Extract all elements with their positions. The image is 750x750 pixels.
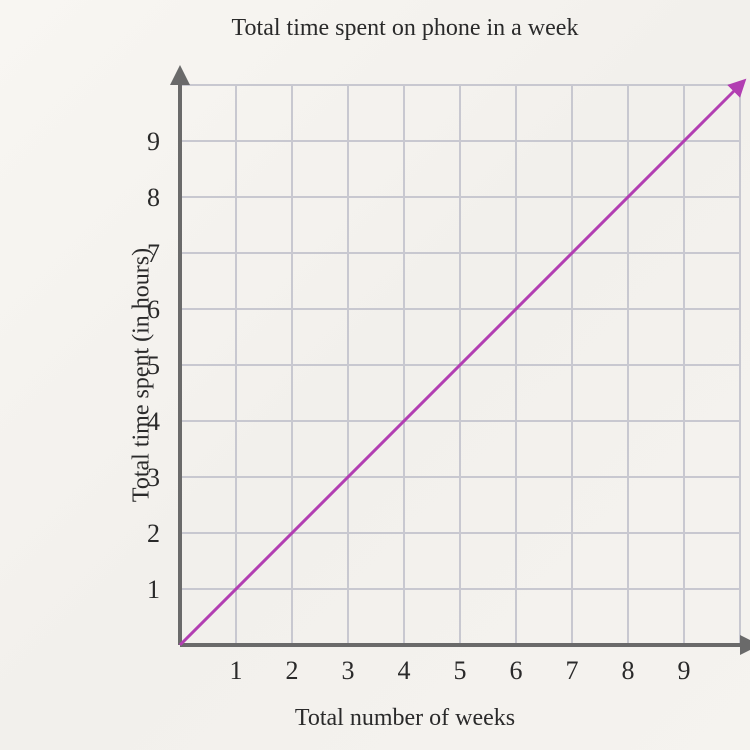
x-tick-label: 1 (230, 656, 243, 685)
y-tick-label: 5 (147, 351, 160, 380)
x-tick-label: 6 (510, 656, 523, 685)
y-tick-label: 1 (147, 575, 160, 604)
chart-title: Total time spent on phone in a week (0, 15, 750, 42)
x-axis-label: Total number of weeks (0, 705, 750, 732)
y-tick-label: 3 (147, 463, 160, 492)
x-tick-label: 5 (454, 656, 467, 685)
y-tick-label: 4 (147, 407, 160, 436)
chart-plot-area: 123456789123456789 (130, 65, 690, 625)
y-tick-label: 7 (147, 239, 160, 268)
x-tick-label: 9 (678, 656, 691, 685)
chart-svg: 1 2 3 4 5 6 7 8 9 1 2 3 4 5 6 7 8 9 (130, 65, 750, 705)
x-tick-label: 7 (566, 656, 579, 685)
x-tick-label: 3 (342, 656, 355, 685)
x-tick-label: 4 (398, 656, 411, 685)
x-tick-label: 8 (622, 656, 635, 685)
y-tick-label: 6 (147, 295, 160, 324)
x-tick-label: 2 (286, 656, 299, 685)
chart-container: Total time spent on phone in a week Tota… (0, 0, 750, 750)
y-tick-label: 8 (147, 183, 160, 212)
y-tick-label: 9 (147, 127, 160, 156)
y-tick-label: 2 (147, 519, 160, 548)
